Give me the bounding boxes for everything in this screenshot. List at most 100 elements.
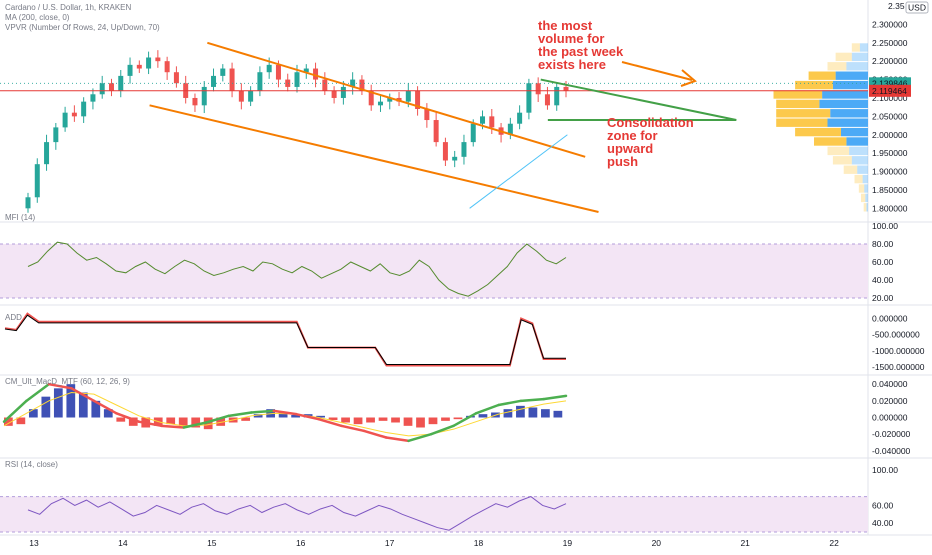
candle-body	[81, 101, 87, 117]
candle-body	[535, 83, 541, 95]
volume-profile-up-bar	[851, 43, 860, 52]
candle-body	[266, 64, 272, 73]
volume-profile-down-bar	[862, 174, 868, 184]
volume-profile-up-bar	[827, 62, 847, 71]
volume-profile-down-bar	[865, 193, 868, 203]
macd-histogram-bar	[428, 417, 438, 425]
macd-histogram-bar	[403, 417, 413, 426]
macd-histogram-bar	[91, 400, 101, 418]
candle-body	[313, 68, 319, 80]
volume-profile-down-bar	[835, 71, 868, 80]
macd-tick-label: 0.020000	[872, 396, 908, 406]
candle-body	[201, 86, 207, 106]
macd-line-segment	[250, 409, 276, 414]
candle-body	[294, 72, 300, 87]
volume-note-line1: the most	[538, 18, 593, 33]
candle-body	[25, 197, 31, 209]
volume-profile-up-bar	[776, 99, 820, 109]
candle-body	[424, 109, 430, 121]
candle-body	[507, 123, 513, 135]
candle-body	[108, 83, 114, 91]
macd-histogram-bar	[191, 417, 201, 428]
macd-histogram-bar	[478, 414, 488, 418]
price-tick-label: 2.250000	[872, 38, 908, 48]
macd-histogram-bar	[116, 417, 126, 422]
candle-body	[563, 86, 569, 91]
volume-note-line3: the past week	[538, 44, 624, 59]
macd-histogram-bar	[516, 405, 525, 418]
volume-profile-down-bar	[819, 99, 868, 109]
candle-body	[489, 116, 495, 128]
candle-body	[229, 68, 235, 91]
candle-body	[275, 64, 281, 80]
macd-line-segment	[384, 436, 410, 443]
macd-tick-label: 0.000000	[872, 413, 908, 423]
macd-histogram-bar	[553, 410, 563, 418]
annotation-arrow	[621, 61, 693, 81]
time-tick-label: 15	[207, 538, 217, 548]
macd-histogram-bar	[216, 417, 226, 426]
candle-body	[285, 79, 291, 87]
candle-body	[53, 127, 59, 143]
macd-tick-label: -0.040000	[872, 446, 911, 456]
candle-body	[71, 112, 77, 117]
mfi-title: MFI (14)	[5, 213, 36, 222]
macd-histogram-bar	[453, 417, 463, 420]
last-price-tag	[869, 84, 911, 97]
macd-title: CM_Ult_MacD_MTF (60, 12, 26, 9)	[5, 377, 130, 386]
volume-profile-down-bar	[857, 165, 868, 174]
macd-line-segment	[70, 387, 96, 403]
candle-body	[544, 94, 550, 106]
volume-profile-down-bar	[830, 109, 868, 118]
macd-line-segment	[205, 414, 231, 424]
macd-histogram-bar	[416, 417, 425, 428]
candle-body	[220, 68, 226, 76]
channel-upper-line	[207, 41, 586, 158]
vpvr-title: VPVR (Number Of Rows, 24, Up/Down, 70)	[5, 23, 160, 32]
volume-profile-up-bar	[776, 109, 831, 118]
macd-histogram-bar	[178, 417, 188, 426]
macd-line-segment	[317, 417, 343, 428]
mfi-tick-label: 80.00	[872, 239, 894, 249]
consolidation-note-line3: upward	[607, 141, 653, 156]
volume-profile-up-bar	[860, 193, 866, 203]
price-tick-label: 1.950000	[872, 148, 908, 158]
macd-line-segment	[497, 399, 523, 407]
macd-histogram-bar	[316, 415, 325, 418]
macd-line-segment	[294, 412, 320, 421]
volume-profile-down-bar	[864, 184, 868, 193]
annotation-arrow-head	[680, 69, 697, 87]
macd-histogram-bar	[291, 415, 300, 418]
macd-line-segment	[519, 397, 545, 403]
volume-profile-up-bar	[858, 184, 865, 193]
macd-histogram-bar	[16, 417, 26, 425]
time-tick-label: 20	[652, 538, 662, 548]
candle-body	[415, 90, 421, 109]
macd-histogram-bar	[328, 417, 338, 420]
rsi-tick-label: 100.00	[872, 465, 898, 475]
macd-line-segment	[92, 399, 118, 415]
volume-profile-down-bar	[832, 80, 868, 90]
macd-histogram-bar	[253, 414, 263, 418]
macd-histogram-bar	[166, 417, 176, 425]
volume-profile-down-bar	[827, 118, 868, 127]
add-tick-label: 0.000000	[872, 313, 908, 323]
macd-line-segment	[160, 424, 186, 429]
macd-line-segment	[362, 429, 388, 439]
macd-line-segment	[429, 424, 455, 436]
candle-body	[433, 120, 439, 143]
rsi-tick-label: 60.00	[872, 500, 894, 510]
macd-histogram-bar	[128, 417, 138, 426]
price-title: Cardano / U.S. Dollar, 1h, KRAKEN	[5, 3, 132, 12]
add-black-line	[4, 314, 566, 365]
mfi-tick-label: 100.00	[872, 221, 898, 231]
macd-line-segment	[407, 432, 433, 443]
macd-histogram-bar	[53, 388, 63, 418]
volume-profile-down-bar	[846, 137, 868, 146]
macd-histogram-bar	[278, 412, 288, 418]
candle-body	[340, 86, 346, 98]
candle-body	[331, 90, 337, 98]
candle-body	[155, 57, 161, 62]
adx-title: ADD	[5, 313, 22, 322]
